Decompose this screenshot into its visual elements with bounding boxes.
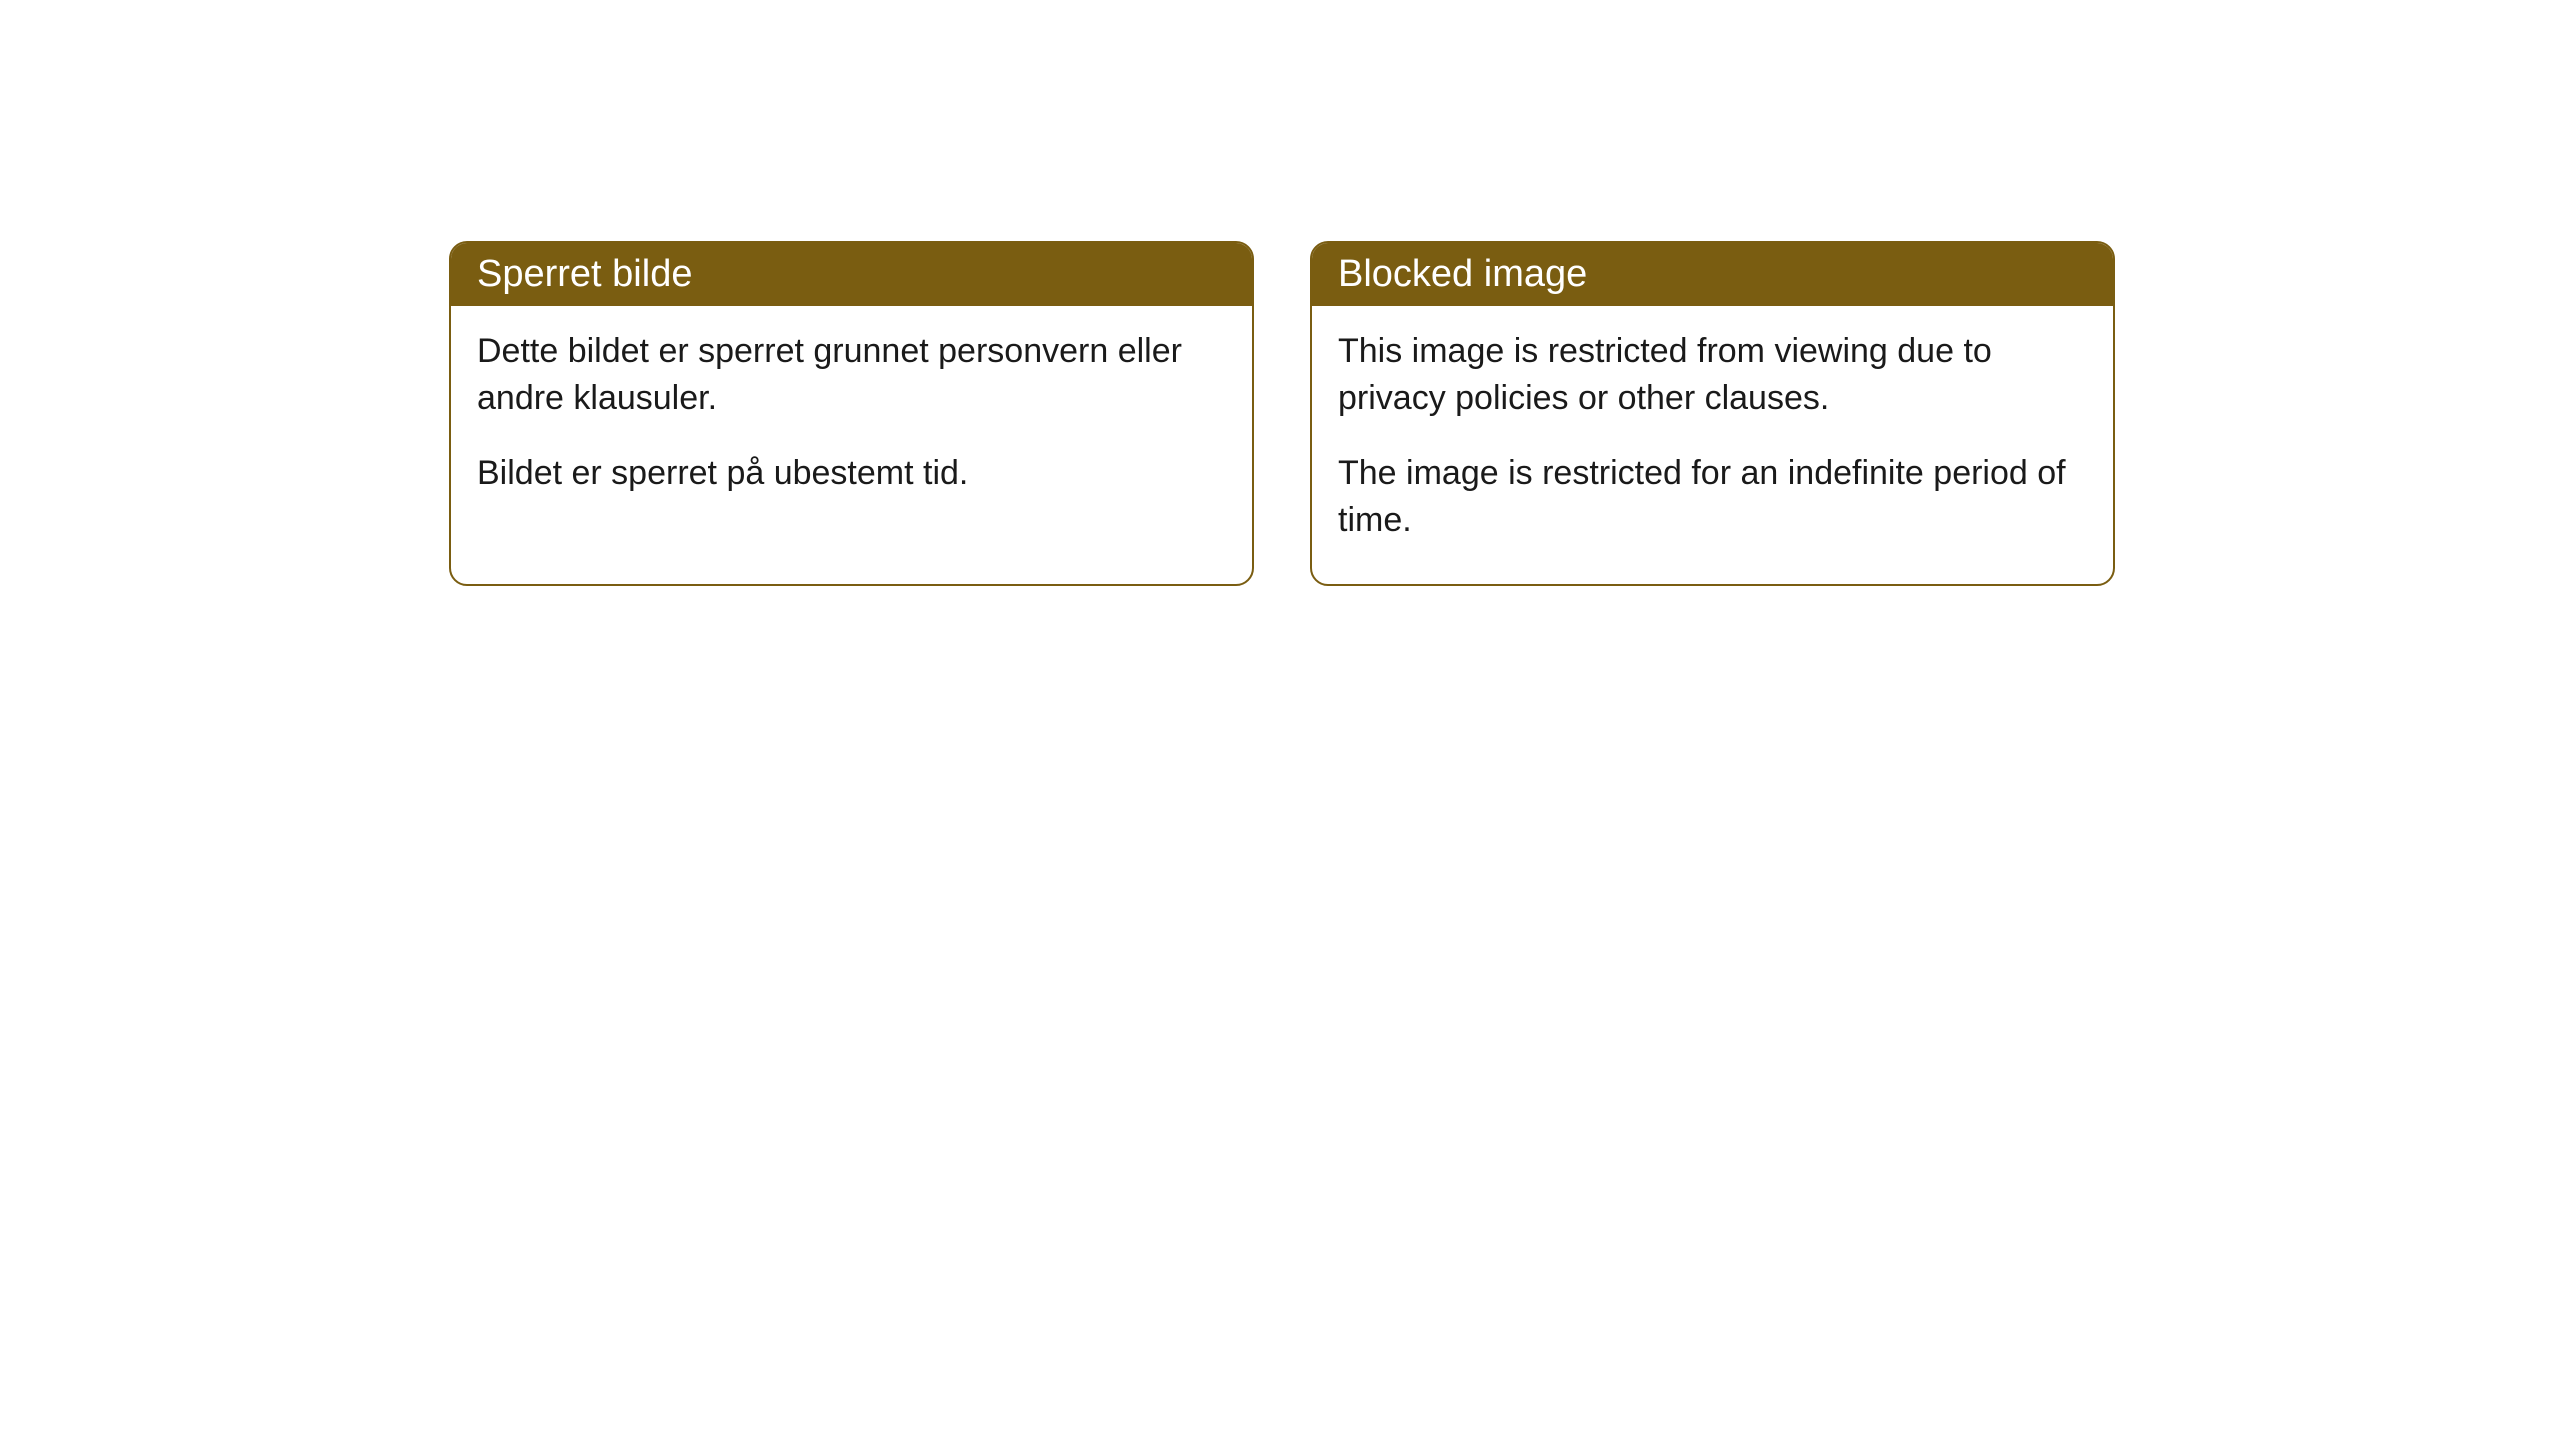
card-body: This image is restricted from viewing du… [1312, 306, 2113, 584]
notice-cards-container: Sperret bilde Dette bildet er sperret gr… [449, 241, 2115, 586]
card-paragraph: Bildet er sperret på ubestemt tid. [477, 450, 1226, 497]
card-header: Sperret bilde [451, 243, 1252, 306]
blocked-image-card-norwegian: Sperret bilde Dette bildet er sperret gr… [449, 241, 1254, 586]
card-paragraph: The image is restricted for an indefinit… [1338, 450, 2087, 544]
card-header: Blocked image [1312, 243, 2113, 306]
card-paragraph: Dette bildet er sperret grunnet personve… [477, 328, 1226, 422]
card-title: Sperret bilde [477, 253, 692, 295]
blocked-image-card-english: Blocked image This image is restricted f… [1310, 241, 2115, 586]
card-title: Blocked image [1338, 253, 1587, 295]
card-body: Dette bildet er sperret grunnet personve… [451, 306, 1252, 537]
card-paragraph: This image is restricted from viewing du… [1338, 328, 2087, 422]
